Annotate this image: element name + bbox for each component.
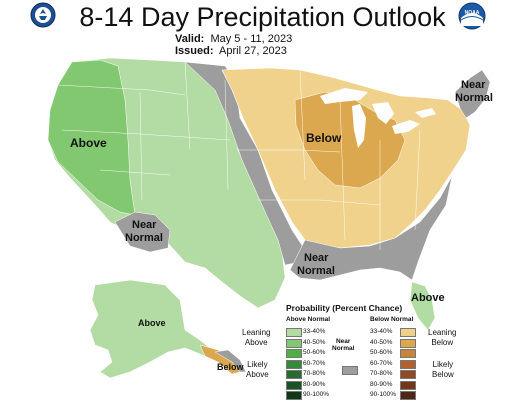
legend-likely-below: Likely Below bbox=[432, 360, 454, 379]
legend-above-swatch-2 bbox=[286, 349, 302, 358]
legend-below-swatch-1 bbox=[400, 338, 416, 348]
legend-below-swatch-5 bbox=[400, 380, 416, 390]
region-near-normal-new-england bbox=[454, 69, 491, 119]
legend-below-swatch-0 bbox=[400, 328, 416, 337]
region-alaska-panhandle-gray bbox=[214, 349, 247, 373]
noaa-logo-icon: NOAA bbox=[458, 2, 486, 30]
legend-above-swatch-6 bbox=[286, 391, 302, 400]
legend-above-label-2: 50-60% bbox=[303, 349, 326, 356]
legend-below-label-4: 70-80% bbox=[370, 370, 393, 377]
label-near-normal-sw-1: Near bbox=[132, 219, 157, 231]
header: 8-14 Day Precipitation Outlook Valid: Ma… bbox=[0, 0, 525, 58]
state-borders bbox=[57, 61, 421, 250]
issued-date: Issued: April 27, 2023 bbox=[175, 45, 287, 57]
legend-above-swatch-5 bbox=[286, 380, 302, 390]
label-above-florida: Above bbox=[411, 292, 445, 304]
label-near-normal-gulf-2: Normal bbox=[297, 265, 335, 277]
legend-below-header: Below Normal bbox=[370, 316, 414, 323]
legend-below-swatch-6 bbox=[400, 391, 416, 400]
label-above-alaska: Above bbox=[138, 318, 166, 328]
legend-above-header: Above Normal bbox=[286, 316, 331, 323]
legend-below-label-5: 80-90% bbox=[370, 380, 393, 388]
legend-leaning-below: Leaning Below bbox=[428, 328, 457, 347]
label-near-normal-gulf-1: Near bbox=[304, 252, 329, 264]
great-lakes bbox=[320, 88, 436, 148]
legend-above-swatch-4 bbox=[286, 370, 302, 379]
legend-above-swatch-0 bbox=[286, 328, 302, 337]
region-alaska bbox=[89, 279, 216, 379]
legend-above-label-6: 90-100% bbox=[303, 391, 330, 398]
label-near-normal-ne-2: Normal bbox=[455, 92, 493, 104]
legend-near-header: Near Normal bbox=[332, 338, 355, 352]
legend-below-label-6: 90-100% bbox=[370, 391, 397, 398]
region-florida bbox=[409, 281, 436, 331]
legend-below-label-1: 40-50% bbox=[370, 338, 393, 346]
legend-title: Probability (Percent Chance) bbox=[286, 303, 403, 313]
region-above-west-coast bbox=[47, 59, 136, 216]
legend-likely-above: Likely Above bbox=[246, 360, 269, 379]
label-above-west: Above bbox=[70, 136, 107, 150]
doc-seal-icon bbox=[30, 2, 56, 28]
legend-above-swatch-3 bbox=[286, 359, 302, 369]
legend-above-label-4: 70-80% bbox=[303, 370, 326, 377]
svg-text:NOAA: NOAA bbox=[465, 10, 480, 16]
legend: Probability (Percent Chance) Above Norma… bbox=[240, 302, 525, 405]
label-below-midwest: Below bbox=[306, 131, 342, 145]
region-near-normal-southwest bbox=[114, 211, 171, 253]
legend-near-swatch bbox=[342, 366, 358, 375]
label-near-normal-ne-1: Near bbox=[461, 79, 486, 91]
legend-leaning-above: Leaning Above bbox=[242, 328, 271, 347]
legend-above-swatch-1 bbox=[286, 338, 302, 348]
region-near-normal-southeast bbox=[289, 175, 453, 281]
legend-above-label-0: 33-40% bbox=[303, 328, 326, 335]
legend-below-swatch-2 bbox=[400, 349, 416, 358]
legend-below-swatch-3 bbox=[400, 359, 416, 369]
valid-dates: Valid: May 5 - 11, 2023 bbox=[175, 33, 293, 45]
legend-above-label-3: 60-70% bbox=[303, 359, 326, 367]
legend-below-label-3: 60-70% bbox=[370, 359, 393, 367]
legend-below-swatch-4 bbox=[400, 370, 416, 379]
legend-above-label-1: 40-50% bbox=[303, 338, 326, 346]
legend-below-label-0: 33-40% bbox=[370, 328, 393, 335]
page-title: 8-14 Day Precipitation Outlook bbox=[79, 2, 446, 32]
legend-above-label-5: 80-90% bbox=[303, 380, 326, 388]
label-near-normal-sw-2: Normal bbox=[125, 232, 163, 244]
label-below-alaska: Below bbox=[217, 362, 245, 372]
legend-below-label-2: 50-60% bbox=[370, 349, 393, 356]
